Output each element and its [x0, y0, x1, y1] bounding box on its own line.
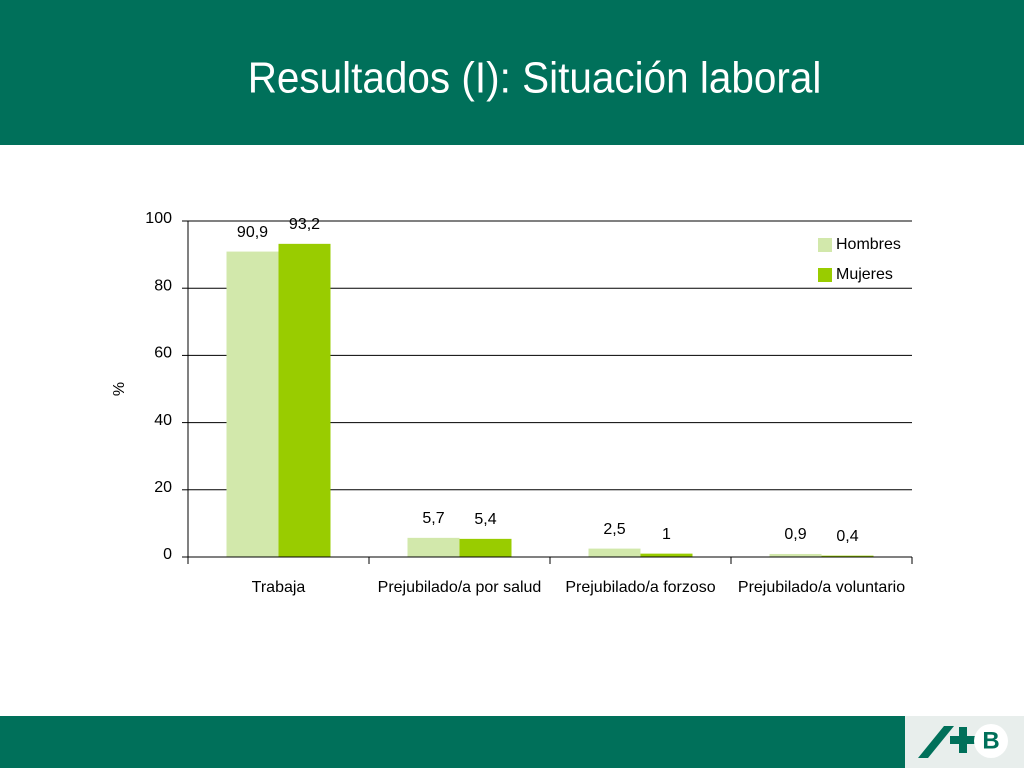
legend-label: Hombres [836, 236, 901, 253]
data-label: 0,9 [784, 526, 806, 543]
legend-swatch [818, 238, 832, 252]
y-tick-label: 40 [154, 412, 172, 429]
y-tick-label: 100 [145, 210, 172, 227]
data-label: 5,7 [422, 510, 444, 527]
data-label: 93,2 [289, 216, 320, 233]
legend-label: Mujeres [836, 266, 893, 283]
header-band [0, 0, 1024, 145]
y-tick-label: 0 [163, 546, 172, 563]
bar [769, 553, 822, 557]
bar [640, 553, 693, 557]
bar [459, 538, 512, 557]
data-label: 1 [662, 526, 671, 543]
x-tick-label: Prejubilado/a por salud [377, 579, 542, 596]
bar [407, 537, 460, 557]
legend-swatch [818, 268, 832, 282]
bar [278, 243, 331, 557]
x-tick-label: Prejubilado/a voluntario [737, 579, 906, 596]
bar [588, 548, 641, 557]
x-tick-label: Prejubilado/a forzoso [565, 579, 716, 596]
footer-band [0, 716, 1024, 768]
data-label: 5,4 [474, 511, 496, 528]
logo: B [905, 716, 1024, 768]
svg-text:B: B [982, 727, 999, 754]
slide-title: Resultados (I): Situación laboral [248, 53, 822, 102]
bar [226, 251, 279, 558]
x-tick-label: Trabaja [251, 579, 306, 596]
y-axis-label: % [111, 382, 128, 396]
y-tick-label: 80 [154, 277, 172, 294]
y-tick-label: 20 [154, 479, 172, 496]
data-label: 90,9 [237, 224, 268, 241]
data-label: 0,4 [836, 528, 858, 545]
y-tick-label: 60 [154, 345, 172, 362]
data-label: 2,5 [603, 521, 625, 538]
bar [821, 555, 874, 557]
